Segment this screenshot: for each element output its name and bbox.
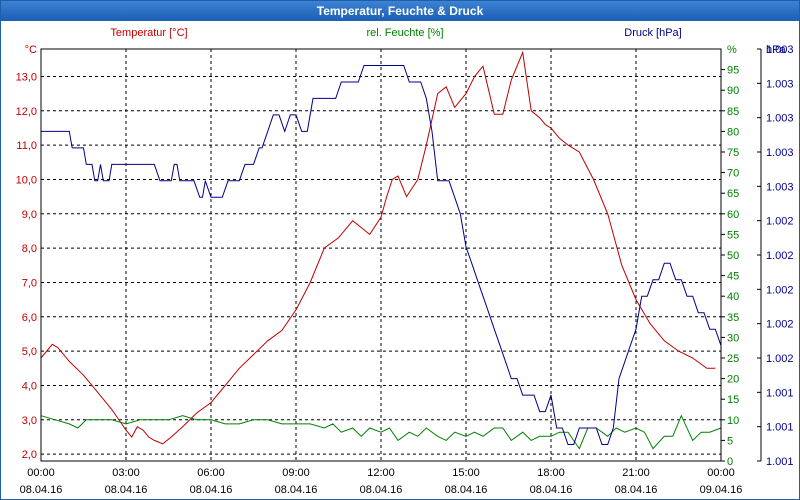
temperature-tick-label: 11,0 [16,140,37,152]
pressure-tick-label: 1.001 [766,387,794,399]
x-tick-date: 08.04.16 [530,484,573,496]
humidity-tick-label: 40 [727,291,739,303]
humidity-series-line [40,414,722,450]
pressure-unit-label: hPa [766,44,786,56]
humidity-tick-label: 5 [727,435,733,447]
x-tick-time: 00:00 [707,467,735,479]
humidity-tick-label: 75 [727,147,739,159]
grid-lines [41,49,721,461]
humidity-tick-label: 0 [727,456,733,468]
pressure-tick-label: 1.002 [766,216,794,228]
x-tick-time: 06:00 [197,467,225,479]
humidity-tick-label: 85 [727,106,739,118]
pressure-tick-label: 1.003 [766,78,794,90]
humidity-tick-label: 95 [727,65,739,77]
temperature-tick-label: 3,0 [22,415,37,427]
temperature-tick-label: 4,0 [22,380,37,392]
x-tick-time: 00:00 [27,467,55,479]
series-group [40,50,722,450]
x-tick-date: 08.04.16 [445,484,488,496]
pressure-tick-label: 1.001 [766,456,794,468]
temperature-tick-label: 5,0 [22,346,37,358]
x-tick-date: 08.04.16 [360,484,403,496]
temperature-tick-label: 7,0 [22,277,37,289]
humidity-tick-label: 55 [727,229,739,241]
temperature-tick-label: 13,0 [16,71,37,83]
pressure-tick-label: 1.003 [766,147,794,159]
x-tick-date: 08.04.16 [615,484,658,496]
humidity-axis-title: rel. Feuchte [%] [366,27,443,39]
humidity-tick-label: 25 [727,353,739,365]
x-tick-date: 08.04.16 [190,484,233,496]
x-tick-date: 09.04.16 [700,484,743,496]
pressure-series-line [41,65,722,445]
x-tick-date: 08.04.16 [20,484,63,496]
temperature-axis-title: Temperatur [°C] [110,27,187,39]
x-tick-time: 18:00 [537,467,565,479]
x-tick-time: 12:00 [367,467,395,479]
axis-labels: 00:00 08.04.16 03:00 08.04.16 06:00 08.04.16 0… [16,27,794,496]
pressure-tick-label: 1.002 [766,353,794,365]
x-tick-time: 09:00 [282,467,310,479]
temperature-tick-label: 9,0 [22,209,37,221]
temperature-tick-label: 2,0 [22,449,37,461]
pressure-axis-title: Druck [hPa] [624,27,681,39]
temperature-tick-label: 10,0 [16,174,37,186]
x-tick-time: 03:00 [112,467,140,479]
temperature-series-line [40,50,716,445]
x-tick-date: 08.04.16 [275,484,318,496]
window-title: Temperatur, Feuchte & Druck [1,1,799,21]
humidity-tick-label: 60 [727,209,739,221]
humidity-unit-label: % [727,44,737,56]
pressure-tick-label: 1.002 [766,319,794,331]
temperature-tick-label: 8,0 [22,243,37,255]
humidity-tick-label: 70 [727,168,739,180]
plot-border [40,48,722,462]
humidity-tick-label: 15 [727,394,739,406]
humidity-tick-label: 65 [727,188,739,200]
chart-svg: 00:00 08.04.16 03:00 08.04.16 06:00 08.04.16 0… [16,27,794,496]
temperature-tick-label: 12,0 [16,106,37,118]
humidity-tick-label: 10 [727,415,739,427]
humidity-tick-label: 30 [727,332,739,344]
temperature-unit-label: °C [25,44,37,56]
x-tick-date: 08.04.16 [105,484,148,496]
pressure-tick-label: 1.003 [766,44,794,56]
pressure-tick-label: 1.003 [766,181,794,193]
humidity-tick-label: 80 [727,126,739,138]
pressure-tick-label: 1.001 [766,422,794,434]
pressure-tick-label: 1.003 [766,113,794,125]
plot-frame [40,48,762,462]
humidity-tick-label: 90 [727,85,739,97]
x-tick-time: 21:00 [622,467,650,479]
pressure-tick-label: 1.002 [766,284,794,296]
humidity-tick-label: 35 [727,312,739,324]
pressure-tick-label: 1.002 [766,250,794,262]
x-tick-time: 15:00 [452,467,480,479]
humidity-tick-label: 50 [727,250,739,262]
humidity-tick-label: 45 [727,271,739,283]
temperature-tick-label: 6,0 [22,312,37,324]
humidity-tick-label: 20 [727,374,739,386]
